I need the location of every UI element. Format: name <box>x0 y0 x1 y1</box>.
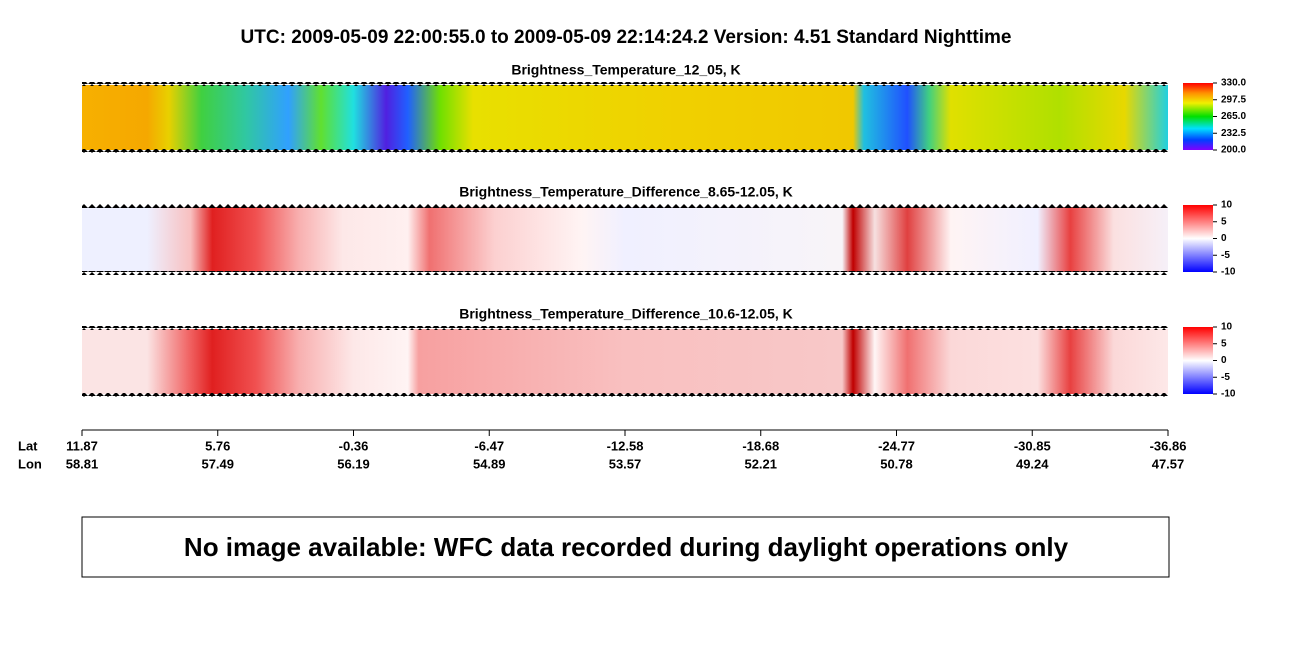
strip-edge-top <box>82 204 1168 208</box>
colorbar <box>1183 83 1213 150</box>
title: UTC: 2009-05-09 22:00:55.0 to 2009-05-09… <box>241 27 1012 48</box>
lat-label: -30.85 <box>1014 438 1051 453</box>
colorbar-tick-label: 232.5 <box>1221 128 1246 139</box>
message: No image available: WFC data recorded du… <box>184 532 1069 562</box>
lon-label: 54.89 <box>473 456 506 471</box>
strip-image <box>82 329 1168 394</box>
row-label: Lon <box>18 456 42 471</box>
lat-label: 11.87 <box>66 438 98 453</box>
lon-label: 57.49 <box>201 456 234 471</box>
strip-edge-bottom <box>82 149 1168 153</box>
panel-title: Brightness_Temperature_Difference_8.65-1… <box>459 184 793 200</box>
lat-label: 5.76 <box>205 438 230 453</box>
strip-edge-top <box>82 82 1168 86</box>
colorbar-tick-label: -5 <box>1221 372 1230 383</box>
colorbar-tick-label: 330.0 <box>1221 78 1246 89</box>
message-box <box>81 516 1170 578</box>
strip-edge-bottom <box>82 393 1168 397</box>
lat-label: -12.58 <box>607 438 644 453</box>
lon-label: 56.19 <box>337 456 370 471</box>
lon-label: 52.21 <box>744 456 777 471</box>
colorbar-tick-label: -10 <box>1221 267 1236 278</box>
lon-label: 58.81 <box>66 456 99 471</box>
colorbar <box>1183 205 1213 272</box>
strip-edge-bottom <box>82 271 1168 275</box>
colorbar-tick-label: 0 <box>1221 233 1227 244</box>
colorbar-tick-label: 10 <box>1221 322 1233 333</box>
lat-label: -36.86 <box>1150 438 1187 453</box>
lat-label: -18.68 <box>742 438 779 453</box>
colorbar-tick-label: 297.5 <box>1221 94 1246 105</box>
strip-image <box>82 207 1168 272</box>
colorbar <box>1183 327 1213 394</box>
colorbar-tick-label: 5 <box>1221 216 1227 227</box>
lon-label: 49.24 <box>1016 456 1049 471</box>
strip-edge-top <box>82 326 1168 330</box>
colorbar-tick-label: -10 <box>1221 389 1236 400</box>
panel-title: Brightness_Temperature_Difference_10.6-1… <box>459 306 793 322</box>
colorbar-tick-label: -5 <box>1221 250 1230 261</box>
colorbar-tick-label: 10 <box>1221 200 1233 211</box>
lon-label: 50.78 <box>880 456 913 471</box>
panel-title: Brightness_Temperature_12_05, K <box>511 62 740 78</box>
strip-image <box>82 85 1168 150</box>
lon-label: 53.57 <box>609 456 642 471</box>
lat-label: -6.47 <box>474 438 504 453</box>
colorbar-tick-label: 200.0 <box>1221 145 1246 156</box>
row-label: Lat <box>18 438 38 453</box>
lat-label: -0.36 <box>339 438 369 453</box>
lat-label: -24.77 <box>878 438 915 453</box>
colorbar-tick-label: 0 <box>1221 355 1227 366</box>
colorbar-tick-label: 5 <box>1221 338 1227 349</box>
colorbar-tick-label: 265.0 <box>1221 111 1246 122</box>
lon-label: 47.57 <box>1152 456 1185 471</box>
